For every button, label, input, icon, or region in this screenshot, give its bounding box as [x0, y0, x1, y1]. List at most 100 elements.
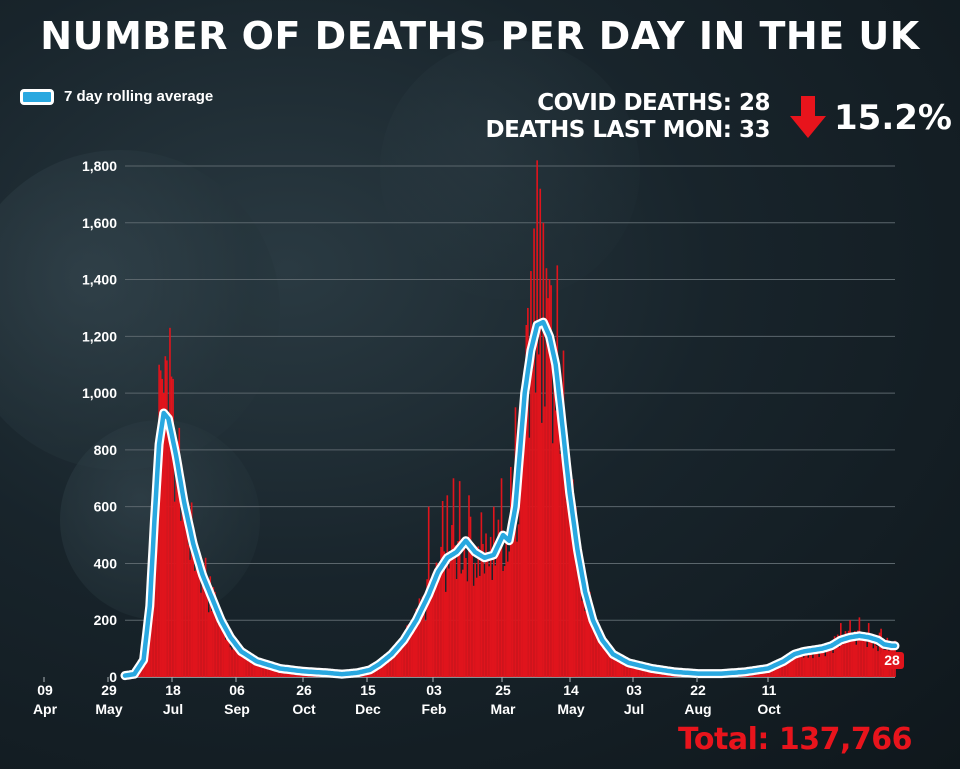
daily-bar	[201, 562, 204, 677]
daily-bar	[864, 634, 867, 677]
daily-bar	[633, 667, 636, 677]
daily-bar	[401, 634, 404, 677]
daily-bar	[799, 657, 802, 677]
daily-bar	[579, 546, 582, 677]
daily-bar	[465, 558, 467, 677]
x-tick-month: Apr	[33, 701, 58, 717]
daily-bar	[449, 561, 452, 677]
daily-bar	[857, 630, 859, 677]
daily-bar	[272, 667, 275, 677]
daily-bar	[235, 643, 238, 677]
daily-bar	[393, 652, 396, 677]
daily-bar	[615, 658, 617, 677]
daily-bar	[824, 656, 827, 677]
daily-bar	[624, 659, 627, 677]
daily-bar	[180, 520, 182, 677]
daily-bar	[858, 617, 861, 677]
daily-bar	[409, 633, 411, 677]
daily-bar	[584, 611, 586, 677]
daily-bar	[203, 589, 205, 677]
daily-bar	[417, 617, 419, 677]
daily-bar	[413, 615, 416, 677]
daily-bar	[774, 666, 777, 677]
daily-bar	[441, 500, 444, 677]
daily-bar	[821, 650, 824, 677]
daily-bar	[448, 568, 450, 677]
daily-bar	[283, 671, 286, 677]
daily-bar	[386, 659, 388, 677]
daily-bar	[801, 649, 803, 677]
daily-bar	[466, 581, 469, 677]
daily-bar	[508, 551, 511, 677]
daily-bar	[779, 665, 782, 677]
daily-bar	[224, 639, 227, 677]
background-virus-shape	[380, 40, 640, 300]
daily-bar	[398, 643, 401, 677]
daily-bar	[257, 660, 260, 677]
daily-bar	[874, 639, 876, 677]
daily-bar	[782, 663, 785, 677]
daily-bar	[221, 616, 224, 677]
daily-bar	[516, 541, 518, 677]
daily-bar	[186, 500, 188, 677]
daily-bar	[269, 668, 272, 677]
daily-bar	[430, 581, 433, 677]
daily-bar	[807, 657, 810, 677]
daily-bar	[455, 578, 458, 677]
daily-bar	[251, 661, 253, 677]
daily-bar	[469, 516, 472, 677]
daily-bar	[426, 579, 428, 677]
daily-bar	[169, 327, 171, 677]
legend-swatch	[20, 88, 54, 105]
daily-bar	[621, 660, 624, 677]
daily-bar	[166, 360, 168, 677]
daily-bar	[438, 575, 441, 677]
daily-bar	[575, 507, 577, 677]
daily-bar	[565, 501, 568, 677]
daily-bar	[573, 540, 576, 677]
daily-bar	[265, 662, 267, 677]
daily-bar	[860, 635, 862, 677]
daily-bar	[523, 391, 526, 677]
daily-bar	[781, 660, 783, 677]
daily-bar	[795, 657, 797, 677]
daily-bar	[187, 544, 190, 677]
daily-bar	[463, 543, 466, 677]
daily-bar	[271, 667, 274, 677]
x-axis: 09 Apr 29 May 18 Jul 06 Sep 26 Oct 15 Dec 03 Feb 25 Mar…	[33, 677, 781, 717]
daily-bar	[542, 222, 545, 677]
daily-bar	[178, 427, 181, 677]
daily-bar	[809, 652, 811, 677]
daily-bar	[833, 636, 836, 677]
daily-bar	[519, 425, 521, 677]
daily-bar	[407, 624, 410, 677]
daily-bar	[376, 668, 379, 677]
daily-bar	[162, 393, 165, 677]
daily-bar	[424, 620, 427, 677]
daily-bar	[280, 669, 283, 677]
daily-bar	[214, 591, 216, 677]
end-label-group: 28	[880, 652, 904, 669]
x-tick-day: 26	[296, 682, 312, 698]
daily-bar	[192, 550, 195, 677]
daily-bar	[379, 665, 382, 677]
daily-bar	[826, 643, 828, 677]
daily-bar	[520, 398, 523, 677]
daily-bar	[877, 651, 879, 677]
daily-bar	[778, 664, 780, 677]
daily-bar	[502, 570, 504, 677]
daily-bar	[850, 639, 853, 677]
covid-deaths-stat: COVID DEATHS: 28	[537, 90, 770, 116]
daily-bar	[819, 649, 822, 677]
daily-bar	[551, 443, 554, 677]
daily-bar	[587, 601, 590, 677]
background-virus-shape	[0, 150, 280, 470]
daily-bar	[570, 478, 573, 677]
daily-bar	[176, 441, 179, 677]
daily-bar	[576, 531, 579, 677]
daily-bar	[406, 625, 408, 677]
daily-bar	[861, 635, 864, 677]
daily-bar	[788, 653, 791, 677]
daily-bar	[240, 652, 243, 677]
